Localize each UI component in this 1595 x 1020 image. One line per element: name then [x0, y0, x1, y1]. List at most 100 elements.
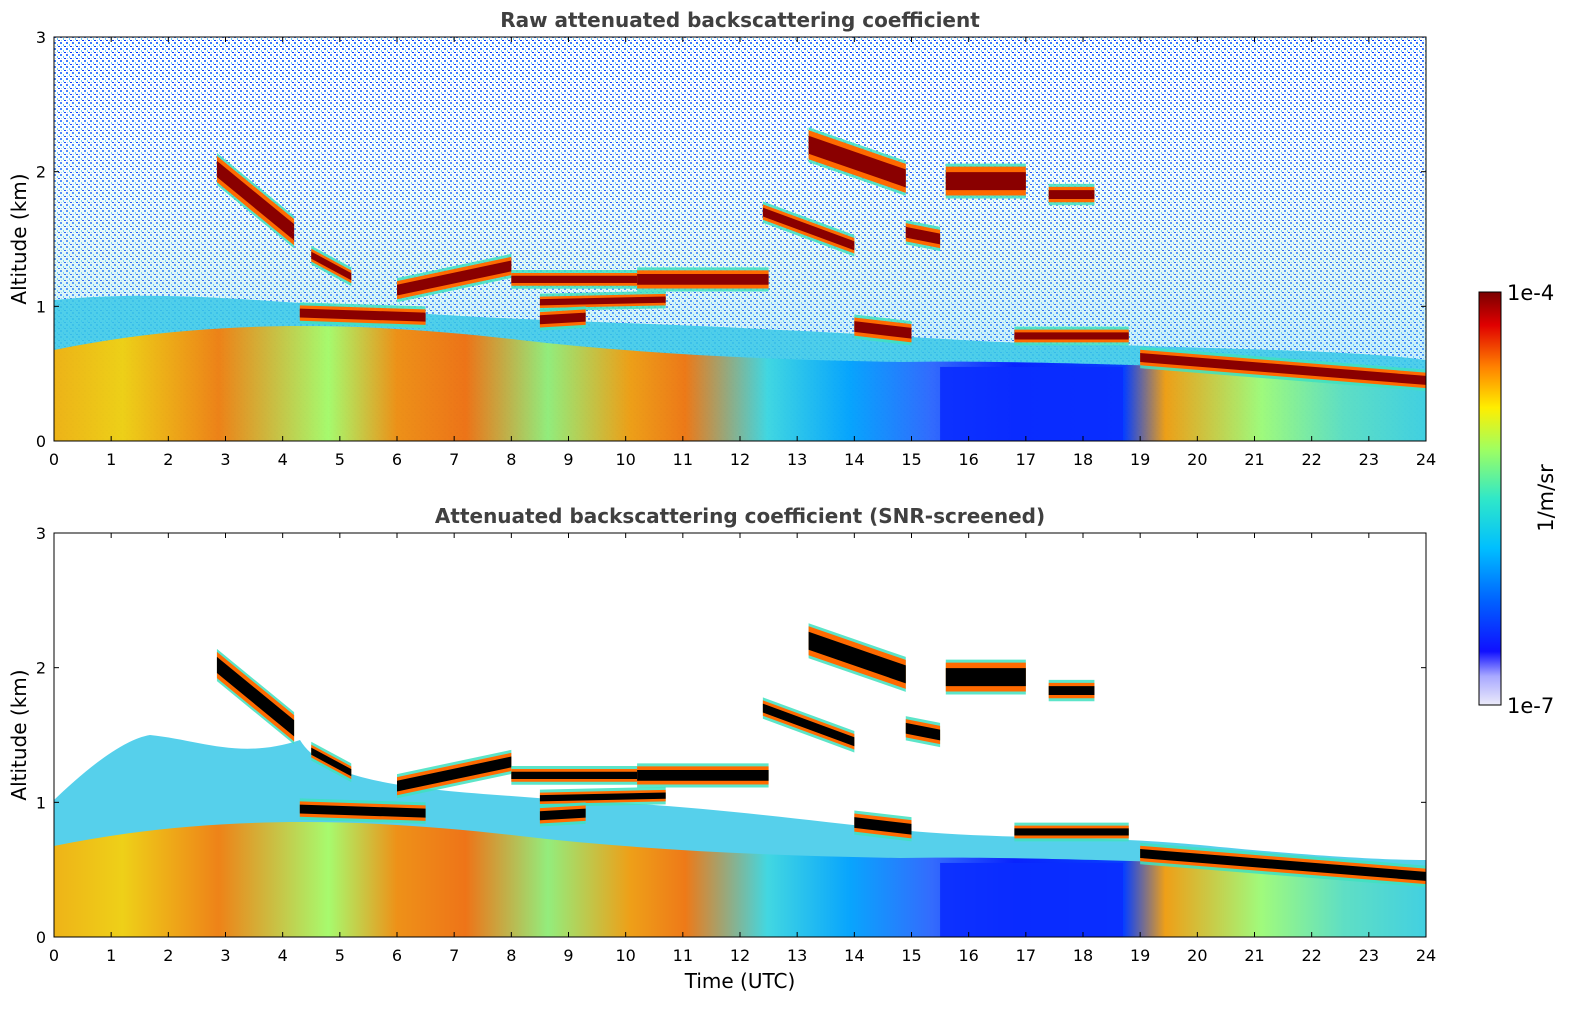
top-y-tick-label: 2 — [36, 163, 46, 182]
bottom-cloud-core — [905, 722, 941, 741]
top-x-tick-label: 20 — [1187, 450, 1207, 469]
bottom-cloud-core — [854, 817, 912, 835]
bottom-x-tick-label: 19 — [1130, 946, 1150, 965]
bottom-y-tick-label: 3 — [36, 524, 46, 543]
bottom-x-tick-label: 7 — [449, 946, 459, 965]
top-cloud-core — [762, 207, 855, 251]
top-y-tick-label: 3 — [36, 28, 46, 47]
x-axis-label: Time (UTC) — [684, 969, 796, 993]
bottom-x-tick-label: 13 — [787, 946, 807, 965]
bottom-x-tick-label: 17 — [1016, 946, 1036, 965]
bottom-cloud-core — [397, 756, 512, 792]
top-x-tick-label: 19 — [1130, 450, 1150, 469]
bottom-cloud-core — [539, 808, 586, 821]
top-x-tick-label: 11 — [673, 450, 693, 469]
top-cloud-core — [945, 172, 1026, 191]
bottom-y-tick-label: 0 — [36, 928, 46, 947]
top-x-tick-label: 23 — [1359, 450, 1379, 469]
top-cloud-core — [216, 160, 295, 241]
bottom-cloud-core — [1014, 828, 1129, 836]
top-cloud-core — [511, 275, 638, 283]
top-x-tick-label: 12 — [730, 450, 750, 469]
bottom-x-tick-label: 18 — [1073, 946, 1093, 965]
bottom-axes: 0 1 2 3 4 5 6 7 8 9 10 11 12 13 14 15 16 17 18 19 20 21 22 23 24… — [36, 524, 1436, 965]
top-cloud-core — [854, 321, 912, 339]
top-x-tick-label: 17 — [1016, 450, 1036, 469]
bottom-clear-region — [940, 862, 1124, 937]
top-cloud-features — [216, 127, 1426, 441]
top-x-tick-label: 21 — [1244, 450, 1264, 469]
bottom-cloud-core — [216, 656, 295, 737]
bottom-cloud-core — [1140, 849, 1426, 881]
top-clear-region — [940, 366, 1124, 441]
colorbar — [1478, 291, 1502, 706]
top-x-tick-label: 15 — [901, 450, 921, 469]
top-cloud-core — [808, 135, 906, 188]
top-x-tick-label: 14 — [844, 450, 864, 469]
top-x-tick-label: 3 — [220, 450, 230, 469]
top-axes: 0 1 2 3 4 5 6 7 8 9 10 11 12 13 14 15 16 17 18 19 20 21 22 23 24… — [36, 28, 1436, 469]
bottom-cloud-features — [216, 623, 1426, 937]
bottom-cloud-core — [511, 771, 638, 779]
bottom-cloud-core — [945, 668, 1026, 687]
top-y-tick-label: 0 — [36, 432, 46, 451]
bottom-cloud-core — [637, 770, 769, 781]
top-x-tick-label: 4 — [278, 450, 288, 469]
colorbar-min-label: 1e-7 — [1507, 694, 1554, 718]
bottom-x-tick-label: 20 — [1187, 946, 1207, 965]
colorbar-max-label: 1e-4 — [1507, 281, 1554, 305]
bottom-x-tick-label: 16 — [958, 946, 978, 965]
bottom-x-tick-label: 22 — [1301, 946, 1321, 965]
bottom-x-tick-label: 8 — [506, 946, 516, 965]
top-x-tick-label: 6 — [392, 450, 402, 469]
top-cloud-core — [1048, 190, 1095, 200]
bottom-x-tick-label: 4 — [278, 946, 288, 965]
top-cloud-core — [539, 312, 586, 325]
top-cloud-core — [637, 274, 769, 285]
bottom-cloud-core — [1048, 686, 1095, 696]
bottom-x-tick-label: 3 — [220, 946, 230, 965]
top-x-tick-label: 5 — [335, 450, 345, 469]
bottom-x-tick-label: 2 — [163, 946, 173, 965]
bottom-chart-title: Attenuated backscattering coefficient (S… — [435, 504, 1045, 528]
bottom-x-tick-label: 6 — [392, 946, 402, 965]
bottom-x-tick-label: 21 — [1244, 946, 1264, 965]
top-x-tick-label: 7 — [449, 450, 459, 469]
top-x-tick-label: 9 — [563, 450, 573, 469]
top-cloud-core — [397, 260, 512, 296]
top-x-tick-label: 13 — [787, 450, 807, 469]
bottom-cloud-core — [311, 747, 352, 777]
bottom-cloud-core — [539, 792, 666, 802]
top-cloud-core — [539, 296, 666, 306]
top-y-tick-label: 1 — [36, 297, 46, 316]
bottom-x-tick-label: 0 — [49, 946, 59, 965]
top-cloud-core — [905, 226, 941, 245]
top-x-tick-label: 0 — [49, 450, 59, 469]
bottom-cloud-core — [762, 703, 855, 747]
bottom-x-tick-label: 5 — [335, 946, 345, 965]
bottom-y-axis-label: Altitude (km) — [7, 669, 31, 800]
top-cloud-core — [1140, 353, 1426, 385]
top-x-tick-label: 18 — [1073, 450, 1093, 469]
bottom-x-tick-label: 15 — [901, 946, 921, 965]
bottom-x-tick-label: 23 — [1359, 946, 1379, 965]
top-x-tick-label: 1 — [106, 450, 116, 469]
bottom-cloud-core — [808, 631, 906, 684]
bottom-x-tick-label: 24 — [1416, 946, 1436, 965]
bottom-y-tick-label: 1 — [36, 793, 46, 812]
top-chart-title: Raw attenuated backscattering coefficien… — [500, 8, 980, 32]
bottom-y-tick-label: 2 — [36, 659, 46, 678]
bottom-x-tick-label: 12 — [730, 946, 750, 965]
top-x-tick-label: 8 — [506, 450, 516, 469]
bottom-x-tick-label: 11 — [673, 946, 693, 965]
top-cloud-core — [311, 251, 352, 281]
top-cloud-core — [1014, 332, 1129, 340]
top-x-tick-label: 22 — [1301, 450, 1321, 469]
bottom-plot-area — [54, 533, 1426, 937]
top-x-tick-label: 10 — [615, 450, 635, 469]
bottom-x-tick-label: 1 — [106, 946, 116, 965]
top-cloud-core — [299, 308, 426, 322]
bottom-cloud-core — [299, 804, 426, 818]
colorbar-unit-label: 1/m/sr — [1534, 464, 1558, 532]
